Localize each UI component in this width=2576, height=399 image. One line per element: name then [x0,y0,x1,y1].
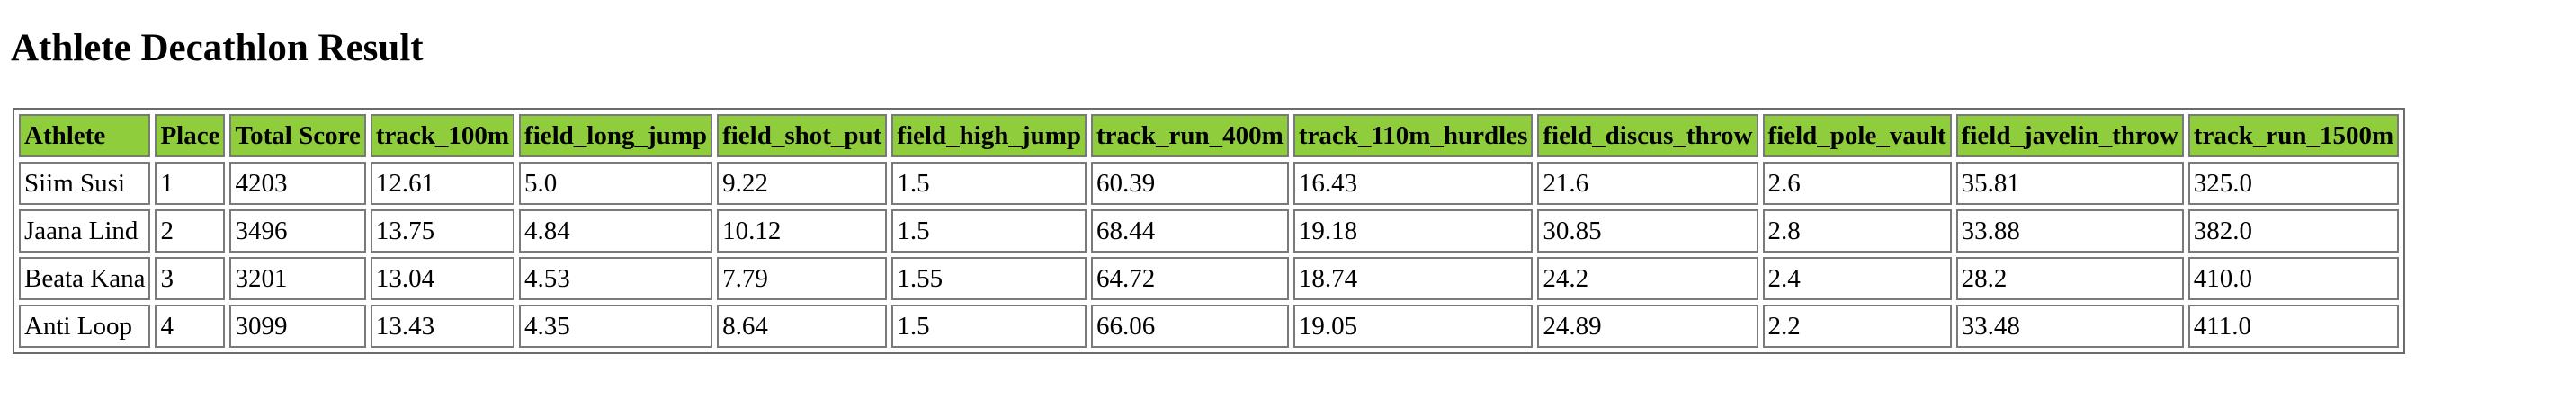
cell-track-run-1500m: 410.0 [2187,257,2400,300]
cell-athlete: Beata Kana [19,257,151,300]
cell-place: 3 [155,257,226,300]
header-track-run-1500m: track_run_1500m [2187,114,2400,157]
cell-track-110m-hurdles: 18.74 [1292,257,1534,300]
cell-track-100m: 12.61 [370,162,515,205]
table-row: Jaana Lind 2 3496 13.75 4.84 10.12 1.5 6… [19,209,2400,253]
header-field-discus-throw: field_discus_throw [1537,114,1758,157]
cell-athlete: Anti Loop [19,305,151,348]
header-total-score: Total Score [229,114,366,157]
cell-field-long-jump: 4.53 [519,257,713,300]
results-table: Athlete Place Total Score track_100m fie… [13,108,2406,354]
cell-field-javelin-throw: 35.81 [1955,162,2184,205]
cell-field-shot-put: 7.79 [717,257,888,300]
cell-field-javelin-throw: 33.48 [1955,305,2184,348]
cell-total-score: 3201 [229,257,366,300]
cell-field-pole-vault: 2.4 [1762,257,1952,300]
table-row: Anti Loop 4 3099 13.43 4.35 8.64 1.5 66.… [19,305,2400,348]
header-track-run-400m: track_run_400m [1091,114,1289,157]
header-place: Place [155,114,226,157]
header-row: Athlete Place Total Score track_100m fie… [19,114,2400,157]
cell-field-pole-vault: 2.8 [1762,209,1952,253]
cell-field-shot-put: 10.12 [717,209,888,253]
cell-total-score: 4203 [229,162,366,205]
table-row: Beata Kana 3 3201 13.04 4.53 7.79 1.55 6… [19,257,2400,300]
cell-field-shot-put: 8.64 [717,305,888,348]
cell-field-high-jump: 1.5 [891,162,1087,205]
cell-track-110m-hurdles: 19.05 [1292,305,1534,348]
header-track-100m: track_100m [370,114,515,157]
cell-field-pole-vault: 2.6 [1762,162,1952,205]
cell-place: 2 [155,209,226,253]
cell-field-javelin-throw: 33.88 [1955,209,2184,253]
cell-track-100m: 13.75 [370,209,515,253]
cell-field-long-jump: 4.84 [519,209,713,253]
cell-athlete: Jaana Lind [19,209,151,253]
cell-field-long-jump: 4.35 [519,305,713,348]
cell-total-score: 3496 [229,209,366,253]
cell-field-discus-throw: 24.2 [1537,257,1758,300]
header-field-pole-vault: field_pole_vault [1762,114,1952,157]
cell-track-run-400m: 60.39 [1091,162,1289,205]
cell-field-discus-throw: 30.85 [1537,209,1758,253]
header-athlete: Athlete [19,114,151,157]
cell-track-110m-hurdles: 19.18 [1292,209,1534,253]
cell-track-run-1500m: 325.0 [2187,162,2400,205]
cell-athlete: Siim Susi [19,162,151,205]
cell-place: 1 [155,162,226,205]
cell-track-run-400m: 68.44 [1091,209,1289,253]
cell-total-score: 3099 [229,305,366,348]
cell-track-110m-hurdles: 16.43 [1292,162,1534,205]
header-field-long-jump: field_long_jump [519,114,713,157]
cell-field-discus-throw: 21.6 [1537,162,1758,205]
table-row: Siim Susi 1 4203 12.61 5.0 9.22 1.5 60.3… [19,162,2400,205]
cell-track-run-1500m: 382.0 [2187,209,2400,253]
cell-field-high-jump: 1.5 [891,209,1087,253]
cell-field-shot-put: 9.22 [717,162,888,205]
header-field-shot-put: field_shot_put [717,114,888,157]
cell-track-run-1500m: 411.0 [2187,305,2400,348]
cell-field-long-jump: 5.0 [519,162,713,205]
cell-track-run-400m: 66.06 [1091,305,1289,348]
cell-track-run-400m: 64.72 [1091,257,1289,300]
cell-field-pole-vault: 2.2 [1762,305,1952,348]
page-title: Athlete Decathlon Result [11,27,424,69]
cell-track-100m: 13.43 [370,305,515,348]
cell-track-100m: 13.04 [370,257,515,300]
page: Athlete Decathlon Result Athlete Place T… [11,27,2406,354]
cell-field-high-jump: 1.55 [891,257,1087,300]
cell-field-high-jump: 1.5 [891,305,1087,348]
header-field-javelin-throw: field_javelin_throw [1955,114,2184,157]
cell-field-discus-throw: 24.89 [1537,305,1758,348]
cell-field-javelin-throw: 28.2 [1955,257,2184,300]
cell-place: 4 [155,305,226,348]
header-field-high-jump: field_high_jump [891,114,1087,157]
header-track-110m-hurdles: track_110m_hurdles [1292,114,1534,157]
